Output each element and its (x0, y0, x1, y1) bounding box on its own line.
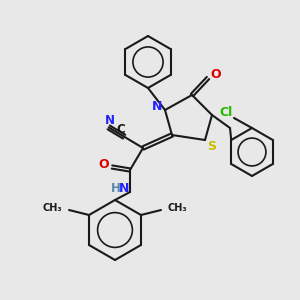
Text: S: S (208, 140, 217, 152)
Text: Cl: Cl (219, 106, 232, 119)
Text: N: N (152, 100, 162, 112)
Text: O: O (211, 68, 221, 82)
Text: CH₃: CH₃ (42, 203, 62, 213)
Text: N: N (119, 182, 129, 196)
Text: H: H (111, 182, 121, 196)
Text: O: O (99, 158, 109, 172)
Text: N: N (105, 114, 115, 127)
Text: C: C (117, 123, 125, 136)
Text: CH₃: CH₃ (168, 203, 188, 213)
